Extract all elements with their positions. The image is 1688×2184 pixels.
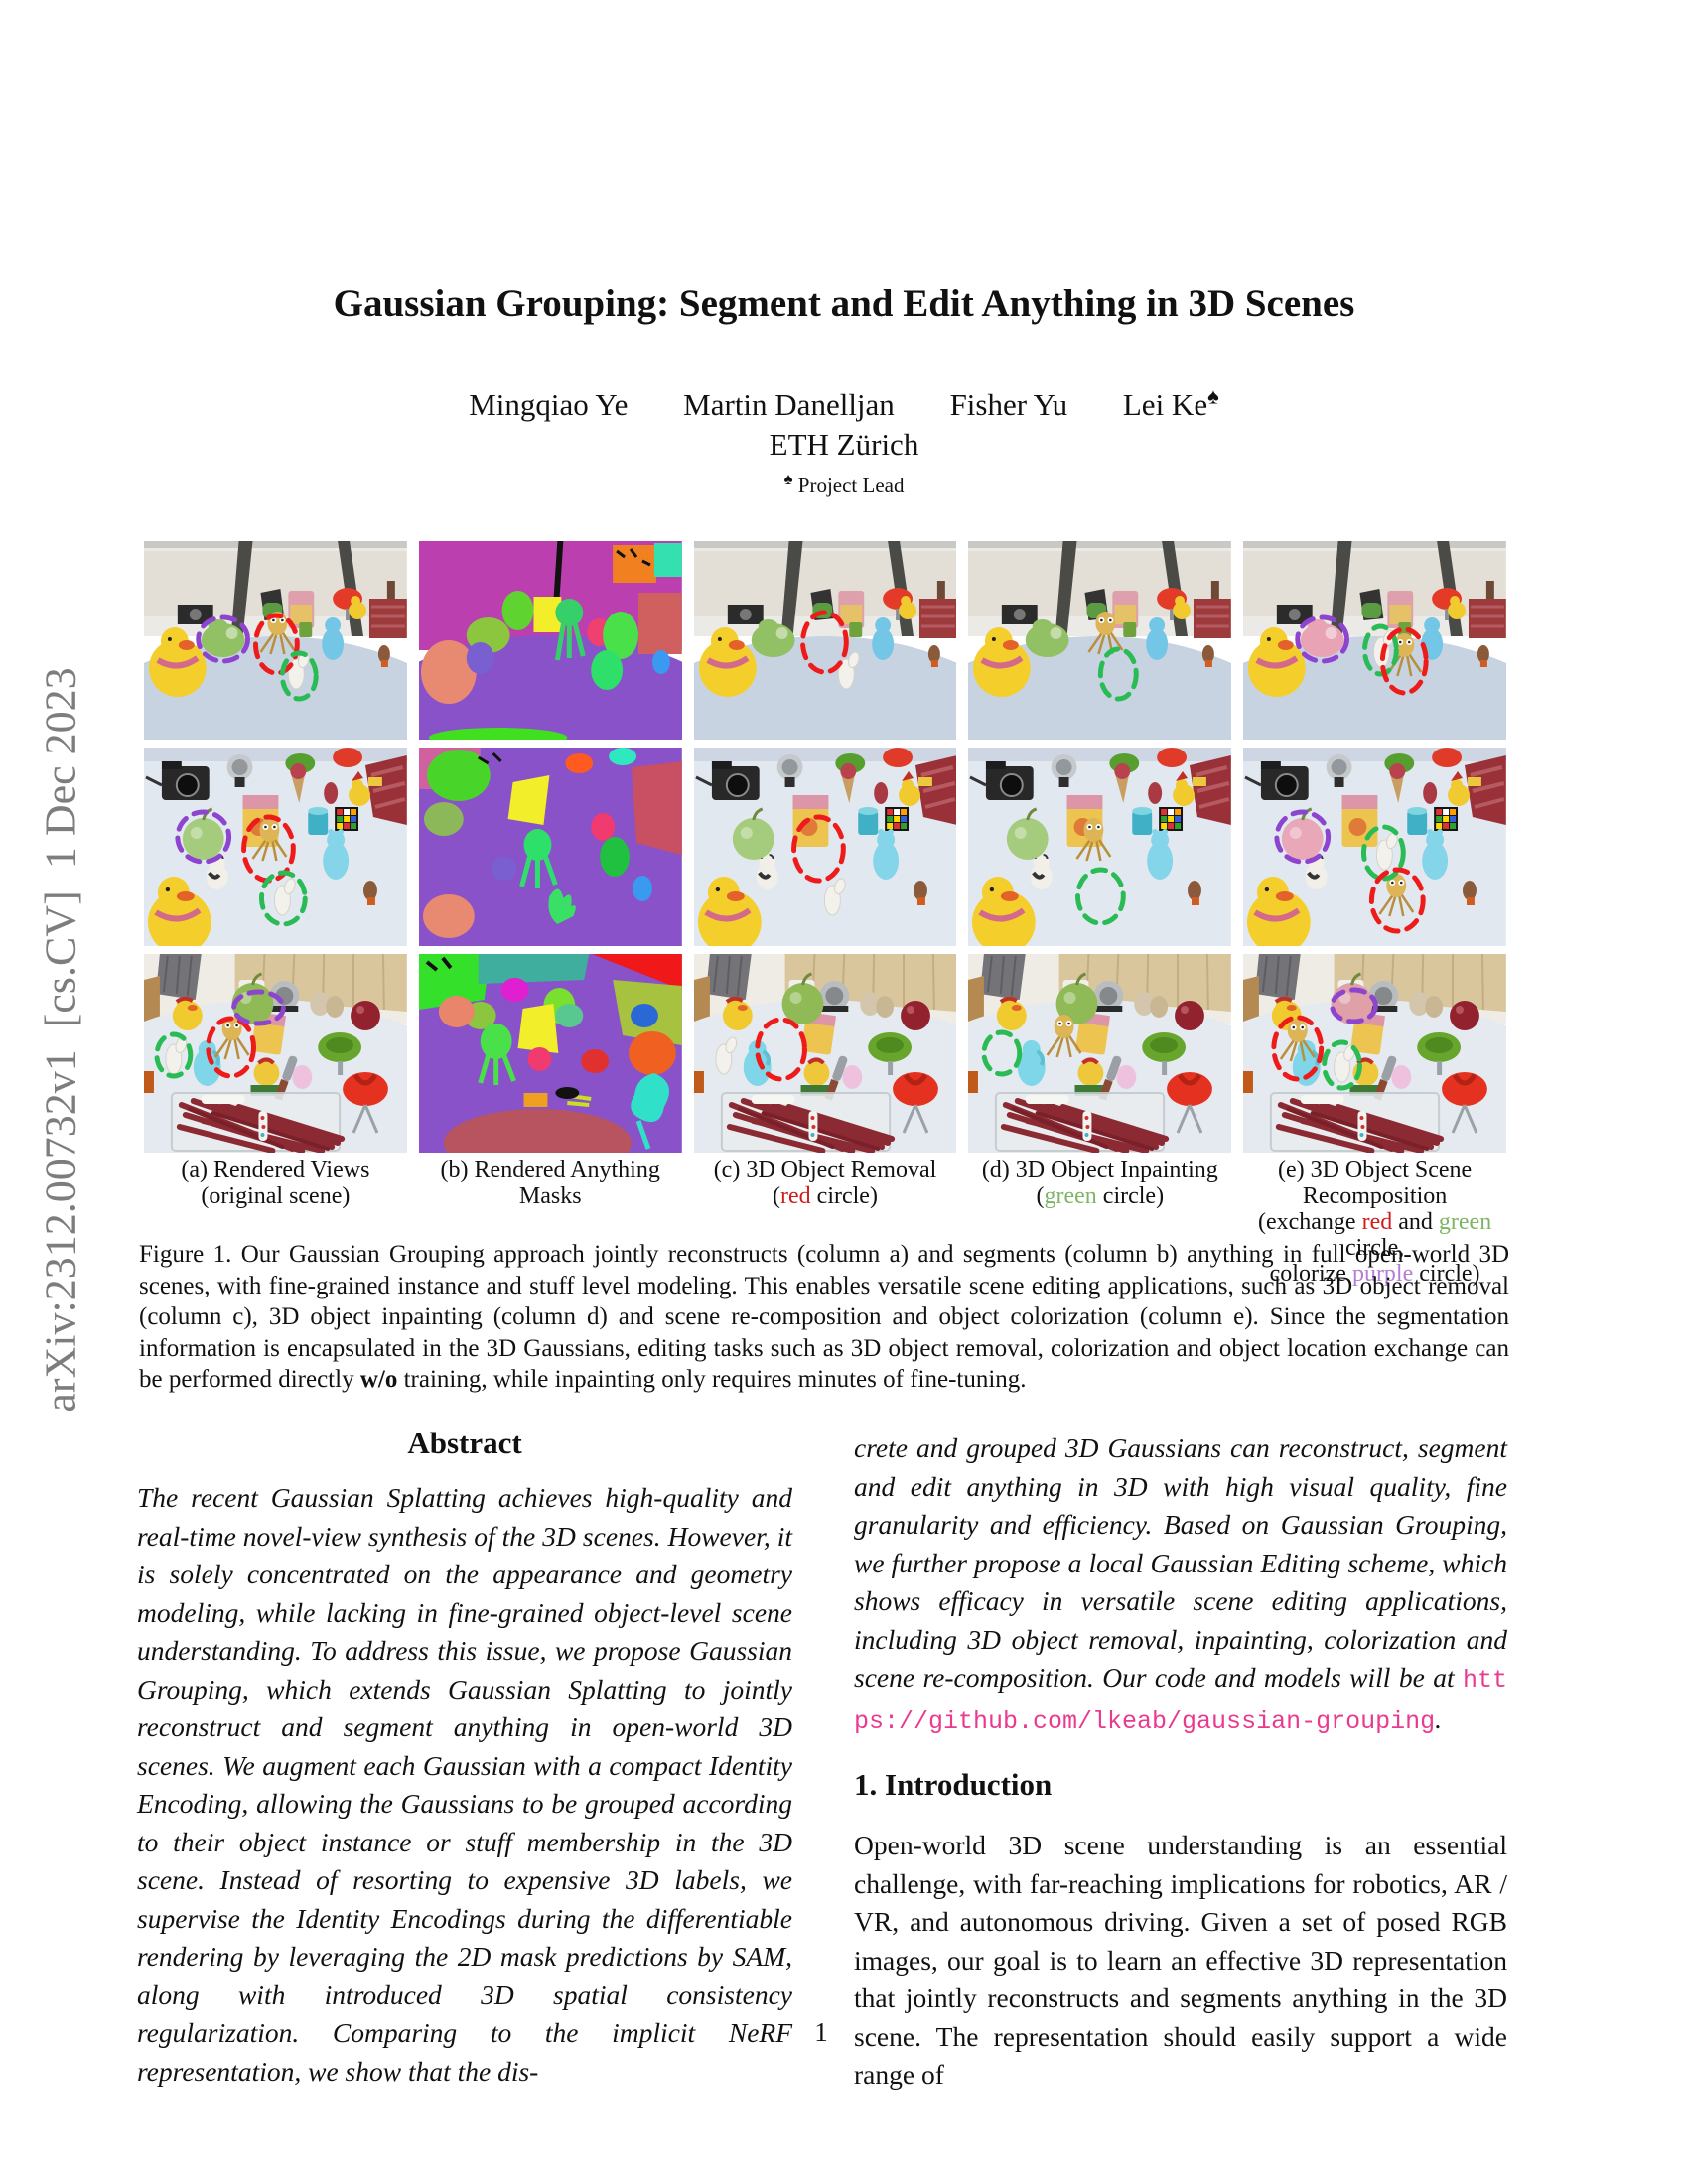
figure-row1-col-d-object-inpainting xyxy=(968,541,1231,740)
figure-row1-col-c-object-removal xyxy=(694,541,957,740)
figure-row2-col-b-anything-mask xyxy=(418,748,682,946)
spade-marker-icon: ♠ xyxy=(1207,384,1219,409)
arxiv-watermark: arXiv:2312.00732v1 [cs.CV] 1 Dec 2023 xyxy=(36,667,85,1413)
figure-row3-col-a-rendered-view xyxy=(144,954,407,1153)
figure-1-caption: Figure 1. Our Gaussian Grouping approach… xyxy=(139,1241,1509,1393)
figure-row2-col-a-rendered-view xyxy=(144,748,407,946)
figure-row1-col-b-anything-mask xyxy=(418,541,682,740)
figure-row3-col-c-object-removal xyxy=(694,954,957,1153)
abstract-text-right-column: crete and grouped 3D Gaussians can recon… xyxy=(854,1433,1507,1736)
figure-row2-col-c-object-removal xyxy=(694,748,957,946)
project-lead-note: ♠ Project Lead xyxy=(783,470,905,497)
figure-row2-col-d-object-inpainting xyxy=(968,748,1231,946)
author-name: Martin Danelljan xyxy=(683,387,895,423)
figure-row2-col-e-scene-recomposition xyxy=(1243,748,1506,946)
figure-subcaptions: (a) Rendered Views (original scene) (b) … xyxy=(144,1158,1506,1287)
abstract-text-left-column: The recent Gaussian Splatting achieves h… xyxy=(137,1482,792,2087)
author-name: Fisher Yu xyxy=(949,387,1068,423)
subcaption-d: (d) 3D Object Inpainting (green circle) xyxy=(981,1158,1218,1209)
subcaption-c: (c) 3D Object Removal (red circle) xyxy=(713,1158,937,1209)
spade-marker-icon: ♠ xyxy=(783,470,793,488)
right-column: crete and grouped 3D Gaussians can recon… xyxy=(854,1430,1507,2095)
introduction-heading: 1. Introduction xyxy=(854,1767,1053,1802)
author-name: Mingqiao Ye xyxy=(469,387,629,423)
page-number: 1 xyxy=(814,2017,828,2047)
subcaption-b: (b) Rendered Anything Masks xyxy=(440,1158,660,1209)
author-line: Mingqiao Ye Martin Danelljan Fisher Yu L… xyxy=(0,384,1688,423)
figure-row1-col-e-scene-recomposition xyxy=(1243,541,1506,740)
figure-1-grid xyxy=(144,541,1506,1153)
subcaption-e: (e) 3D Object Scene Recomposition (excha… xyxy=(1257,1158,1492,1287)
abstract-heading: Abstract xyxy=(407,1426,522,1460)
author-name: Lei Ke♠ xyxy=(1122,384,1219,423)
figure-row3-col-d-object-inpainting xyxy=(968,954,1231,1153)
affiliation: ETH Zürich xyxy=(769,427,919,462)
subcaption-a: (a) Rendered Views (original scene) xyxy=(181,1158,370,1209)
paper-title: Gaussian Grouping: Segment and Edit Anyt… xyxy=(333,282,1355,325)
figure-row1-col-a-rendered-view xyxy=(144,541,407,740)
introduction-paragraph: Open-world 3D scene understanding is an … xyxy=(854,1830,1507,2090)
figure-row3-col-e-scene-recomposition xyxy=(1243,954,1506,1153)
code-repository-link[interactable]: https://github.com/lkeab/gaussian-groupi… xyxy=(854,1666,1507,1736)
figure-row3-col-b-anything-mask xyxy=(418,954,682,1153)
